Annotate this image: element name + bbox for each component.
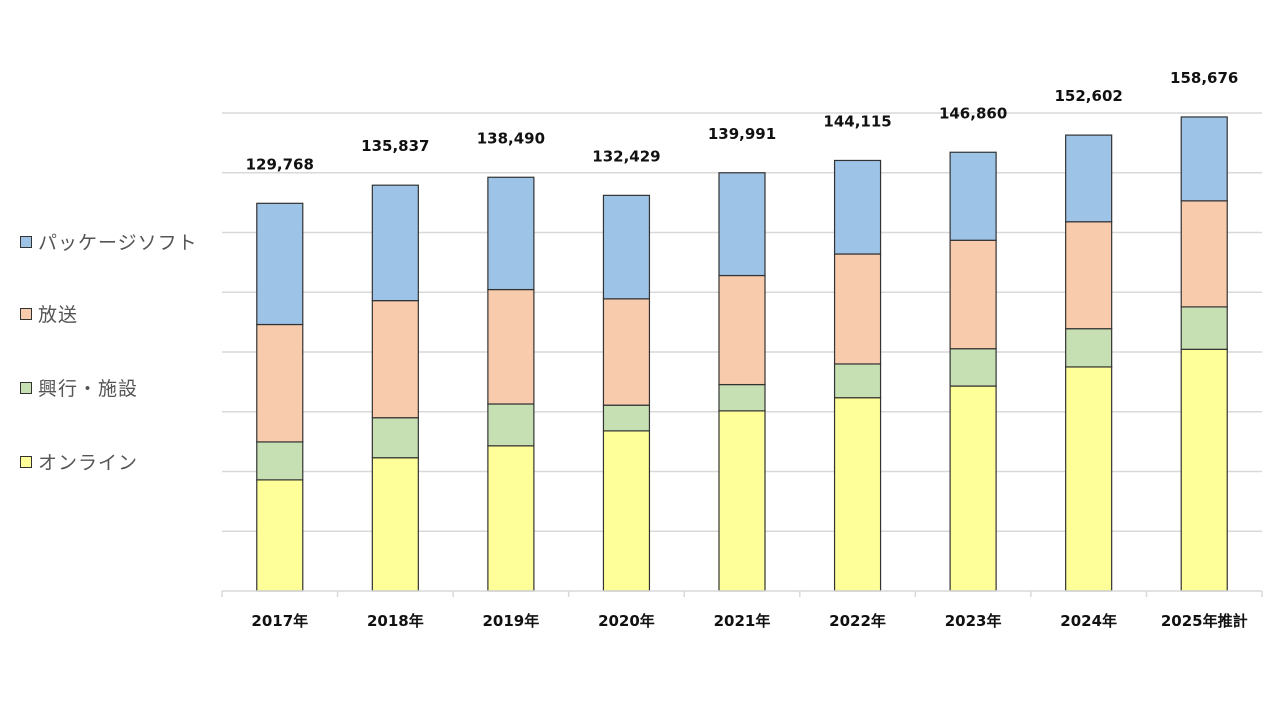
bar-segment bbox=[718, 383, 766, 412]
x-tick-label: 2022年 bbox=[829, 612, 886, 630]
bar-segment bbox=[1065, 134, 1113, 223]
bar-segment bbox=[371, 417, 419, 459]
x-tick-labels: 2017年 2018年 2019年 2020年 2021年 2022年 2023年 2024年… bbox=[251, 612, 1247, 630]
bar-segment bbox=[833, 159, 882, 255]
total-label: 146,860 bbox=[939, 104, 1007, 122]
bar-segment bbox=[1065, 328, 1113, 368]
bar-segment bbox=[256, 202, 304, 326]
x-tick-label: 2020年 bbox=[598, 612, 655, 630]
total-label: 152,602 bbox=[1055, 87, 1123, 105]
legend-label: 放送 bbox=[38, 304, 79, 326]
bar-segment bbox=[487, 445, 535, 592]
legend-swatch-venue bbox=[20, 381, 32, 394]
x-tick-label: 2017年 bbox=[251, 612, 308, 630]
bar-segment bbox=[371, 457, 419, 592]
total-label: 139,991 bbox=[708, 125, 776, 143]
bar-segment bbox=[833, 397, 882, 592]
bar-segment bbox=[371, 184, 419, 302]
bar-segment bbox=[949, 348, 997, 387]
legend-item-venue: 興行・施設 bbox=[20, 374, 138, 401]
x-axis bbox=[221, 590, 1263, 597]
legend-swatch-package-soft bbox=[20, 235, 32, 248]
bar-segment bbox=[833, 253, 882, 365]
bar-segment bbox=[949, 385, 997, 592]
bar-segment bbox=[1065, 221, 1113, 330]
legend-item-online: オンライン bbox=[20, 448, 138, 475]
legend-label: パッケージソフト bbox=[38, 232, 198, 254]
x-tick-label: 2025年推計 bbox=[1161, 612, 1248, 630]
x-tick-label: 2024年 bbox=[1060, 612, 1117, 630]
legend-item-package-soft: パッケージソフト bbox=[20, 228, 198, 255]
bar-segment bbox=[602, 430, 651, 592]
legend-label: オンライン bbox=[38, 452, 139, 474]
bar-segment bbox=[602, 404, 651, 432]
total-label: 135,837 bbox=[361, 137, 429, 155]
bar-segment bbox=[949, 151, 997, 241]
bars bbox=[256, 116, 1228, 592]
legend-swatch-online bbox=[20, 455, 32, 468]
total-label: 129,768 bbox=[246, 155, 314, 173]
x-tick-label: 2019年 bbox=[483, 612, 540, 630]
bar-segment bbox=[602, 298, 651, 406]
total-label: 144,115 bbox=[823, 112, 891, 130]
bar-segment bbox=[1180, 116, 1228, 202]
x-tick-label: 2023年 bbox=[945, 612, 1002, 630]
bar-segment bbox=[949, 239, 997, 350]
bar-segment bbox=[1180, 348, 1228, 592]
bar-segment bbox=[1180, 306, 1228, 350]
bar-segment bbox=[487, 403, 535, 447]
x-tick-label: 2018年 bbox=[367, 612, 424, 630]
bar-segment bbox=[718, 410, 766, 592]
bar-segment bbox=[1180, 200, 1228, 308]
total-label: 138,490 bbox=[477, 129, 545, 147]
bar-segment bbox=[1065, 366, 1113, 592]
total-labels: 129,768 135,837 138,490 132,429 139,991 144,1… bbox=[246, 69, 1239, 173]
bar-segment bbox=[371, 300, 419, 419]
total-label: 158,676 bbox=[1170, 69, 1238, 87]
bar-segment bbox=[487, 176, 535, 291]
total-label: 132,429 bbox=[592, 147, 660, 165]
bar-segment bbox=[256, 441, 304, 481]
x-tick-label: 2021年 bbox=[714, 612, 771, 630]
bar-segment bbox=[718, 274, 766, 386]
legend-swatch-broadcast bbox=[20, 307, 32, 320]
bar-segment bbox=[487, 288, 535, 405]
legend-item-broadcast: 放送 bbox=[20, 300, 78, 327]
bar-segment bbox=[718, 172, 766, 277]
legend-label: 興行・施設 bbox=[38, 378, 139, 400]
bar-segment bbox=[256, 479, 304, 592]
bar-segment bbox=[833, 363, 882, 399]
bar-segment bbox=[602, 194, 651, 300]
bar-segment bbox=[256, 323, 304, 443]
